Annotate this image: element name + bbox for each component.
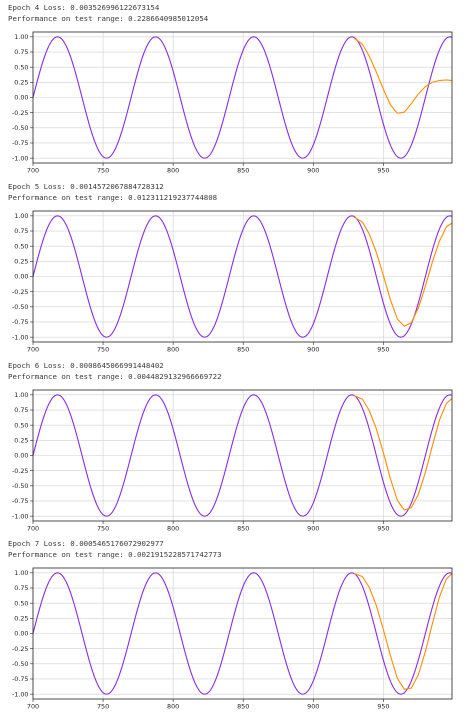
x-tick-label: 900: [307, 703, 319, 711]
y-tick-label: 1.00: [14, 33, 28, 41]
epoch-4-performance-line: Performance on test range: 0.22866409850…: [8, 14, 209, 23]
x-tick-label: 800: [167, 703, 179, 711]
x-tick-label: 750: [97, 703, 109, 711]
x-tick-label: 750: [97, 167, 109, 175]
y-tick-label: 0.75: [14, 48, 28, 56]
y-tick-label: -1.00: [12, 154, 29, 162]
plot-frame: [32, 389, 453, 522]
x-tick-label: 850: [237, 346, 249, 354]
x-tick-label: 950: [377, 525, 389, 533]
epoch-5-performance-line: Performance on test range: 0.01231121923…: [8, 193, 218, 202]
target-series-line: [32, 572, 453, 695]
x-tick-label: 850: [237, 703, 249, 711]
epoch-4-chart: 700 750 800 850 900 950 1.00 0.75 0.50 0.25 0.00 -0…: [12, 31, 453, 175]
y-tick-label: 0.75: [14, 406, 28, 414]
y-tick-label: 0.00: [14, 630, 28, 638]
x-tick-label: 800: [167, 525, 179, 533]
y-tick-label: 0.75: [14, 584, 28, 592]
y-tick-label: 0.00: [14, 273, 28, 281]
y-tick-label: 0.25: [14, 437, 28, 445]
epoch-6-block: Epoch 6 Loss: 0.0008645066991448402 Perf…: [0, 358, 472, 536]
target-series-line: [32, 394, 453, 517]
epoch-7-block: Epoch 7 Loss: 0.0005465176072902977 Perf…: [0, 536, 472, 716]
plot-frame: [32, 567, 453, 700]
y-tick-label: 1.00: [14, 212, 28, 220]
y-tick-label: 1.00: [14, 391, 28, 399]
y-tick-label: -0.25: [12, 467, 29, 475]
epoch-6-chart: 700 750 800 850 900 950 1.00 0.75 0.50 0.25 0.00 -0…: [12, 389, 453, 533]
epoch-6-performance-line: Performance on test range: 0.00448291329…: [8, 372, 222, 381]
epoch-7-loss-line: Epoch 7 Loss: 0.0005465176072902977: [8, 539, 164, 548]
epoch-4-block: Epoch 4 Loss: 0.003526996122673154 Perfo…: [0, 0, 472, 178]
x-tick-label: 950: [377, 167, 389, 175]
prediction-series-line: [353, 216, 453, 327]
y-tick-label: 0.50: [14, 63, 28, 71]
epoch-7-performance-line: Performance on test range: 0.00219152285…: [8, 550, 222, 559]
y-tick-label: 0.50: [14, 242, 28, 250]
epoch-6-loss-line: Epoch 6 Loss: 0.0008645066991448402: [8, 361, 164, 370]
y-tick-label: -0.75: [12, 318, 29, 326]
y-tick-label: -0.50: [12, 482, 29, 490]
x-tick-label: 700: [27, 346, 39, 354]
x-tick-label: 750: [97, 525, 109, 533]
plot-frame: [32, 210, 453, 343]
y-tick-label: -0.50: [12, 660, 29, 668]
y-tick-label: -0.25: [12, 288, 29, 296]
y-tick-label: -1.00: [12, 333, 29, 341]
y-tick-label: 0.25: [14, 79, 28, 87]
y-tick-label: 0.00: [14, 452, 28, 460]
x-tick-label: 800: [167, 346, 179, 354]
y-tick-label: -1.00: [12, 512, 29, 520]
x-tick-label: 700: [27, 703, 39, 711]
x-tick-label: 900: [307, 167, 319, 175]
y-tick-label: -0.75: [12, 139, 29, 147]
x-tick-label: 700: [27, 525, 39, 533]
y-tick-label: -0.25: [12, 109, 29, 117]
y-tick-label: 0.00: [14, 94, 28, 102]
y-tick-label: -0.50: [12, 124, 29, 132]
x-tick-label: 800: [167, 167, 179, 175]
epoch-5-loss-line: Epoch 5 Loss: 0.0014572067884728312: [8, 182, 164, 191]
x-tick-label: 700: [27, 167, 39, 175]
y-tick-label: 0.25: [14, 258, 28, 266]
target-series-line: [32, 36, 453, 159]
y-tick-label: -0.25: [12, 645, 29, 653]
y-tick-label: 0.25: [14, 615, 28, 623]
x-tick-label: 850: [237, 167, 249, 175]
y-tick-label: -0.75: [12, 675, 29, 683]
epoch-4-loss-line: Epoch 4 Loss: 0.003526996122673154: [8, 3, 160, 12]
x-tick-label: 950: [377, 703, 389, 711]
epoch-5-chart: 700 750 800 850 900 950 1.00 0.75 0.50 0.25 0.00 -0…: [12, 210, 453, 354]
y-tick-label: -0.75: [12, 497, 29, 505]
x-tick-label: 950: [377, 346, 389, 354]
x-tick-label: 850: [237, 525, 249, 533]
x-tick-label: 900: [307, 525, 319, 533]
target-series-line: [32, 215, 453, 338]
y-tick-label: 1.00: [14, 569, 28, 577]
plot-frame: [32, 31, 453, 164]
y-tick-label: 0.75: [14, 227, 28, 235]
x-tick-label: 750: [97, 346, 109, 354]
prediction-series-line: [353, 394, 453, 511]
prediction-series-line: [353, 572, 453, 690]
epoch-5-block: Epoch 5 Loss: 0.0014572067884728312 Perf…: [0, 179, 472, 357]
epoch-7-chart: 700 750 800 850 900 950 1.00 0.75 0.50 0.25 0.00 -0…: [12, 567, 453, 711]
prediction-series-line: [353, 37, 453, 114]
y-tick-label: -0.50: [12, 303, 29, 311]
y-tick-label: 0.50: [14, 421, 28, 429]
x-tick-label: 900: [307, 346, 319, 354]
y-tick-label: -1.00: [12, 690, 29, 698]
y-tick-label: 0.50: [14, 599, 28, 607]
